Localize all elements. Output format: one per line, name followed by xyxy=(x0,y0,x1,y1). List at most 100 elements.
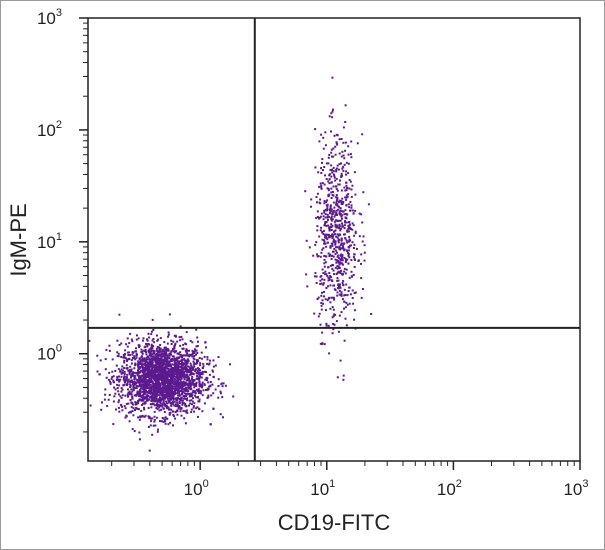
data-point xyxy=(224,384,227,387)
data-point xyxy=(157,373,159,376)
data-point xyxy=(96,354,99,357)
data-point xyxy=(177,379,180,382)
data-point xyxy=(163,371,166,374)
data-point xyxy=(151,392,154,395)
data-point xyxy=(139,387,142,390)
data-point xyxy=(185,369,188,372)
data-point xyxy=(335,196,338,199)
data-point xyxy=(137,416,140,419)
data-point xyxy=(118,380,121,383)
data-point xyxy=(111,376,114,378)
data-point xyxy=(201,381,204,384)
data-point xyxy=(171,401,174,403)
data-point xyxy=(360,213,363,216)
data-point xyxy=(170,408,173,411)
data-point xyxy=(141,352,144,355)
data-point xyxy=(316,216,319,218)
data-point xyxy=(336,196,339,199)
data-point xyxy=(205,389,208,391)
data-point xyxy=(353,292,356,295)
data-point xyxy=(354,193,357,196)
data-point xyxy=(344,221,347,224)
data-point xyxy=(196,360,198,363)
data-point xyxy=(141,385,143,388)
data-point xyxy=(150,355,153,358)
data-point xyxy=(313,312,316,315)
data-point xyxy=(180,414,183,417)
data-point xyxy=(330,215,333,218)
data-point xyxy=(329,211,332,214)
data-point xyxy=(167,335,169,338)
data-point xyxy=(321,231,324,234)
x-axis-title: CD19-FITC xyxy=(278,510,391,535)
data-point xyxy=(323,343,326,346)
data-point xyxy=(157,356,160,359)
data-point xyxy=(340,155,343,158)
data-point xyxy=(169,386,172,389)
data-point xyxy=(196,406,199,409)
data-point xyxy=(154,424,157,427)
data-point xyxy=(190,365,193,368)
data-point xyxy=(112,400,115,403)
data-point xyxy=(129,384,132,387)
data-point xyxy=(174,375,177,378)
data-point xyxy=(142,402,145,405)
data-point xyxy=(141,360,144,363)
data-point xyxy=(350,270,353,273)
data-point xyxy=(165,349,167,352)
data-point xyxy=(168,383,171,386)
data-point xyxy=(344,261,347,263)
data-point xyxy=(163,391,166,394)
data-point xyxy=(154,361,157,364)
data-point xyxy=(343,294,346,297)
data-point xyxy=(127,378,130,381)
data-point xyxy=(143,357,146,360)
data-point xyxy=(347,203,350,206)
data-point xyxy=(353,253,356,256)
data-point xyxy=(180,376,182,379)
data-point xyxy=(185,411,188,414)
data-point xyxy=(172,348,174,350)
data-point xyxy=(352,247,355,249)
data-point xyxy=(347,153,350,156)
data-point xyxy=(174,357,177,360)
data-point xyxy=(137,368,140,370)
data-point xyxy=(138,393,141,396)
data-point xyxy=(151,402,154,405)
data-point xyxy=(158,353,161,356)
data-point xyxy=(332,240,335,243)
data-point xyxy=(157,398,160,401)
data-point xyxy=(170,393,173,396)
data-point xyxy=(152,338,155,340)
data-point xyxy=(166,354,169,357)
data-point xyxy=(340,259,343,262)
data-point xyxy=(155,376,158,379)
data-point xyxy=(161,362,164,364)
data-point xyxy=(189,393,192,396)
data-point xyxy=(316,229,319,232)
data-point xyxy=(328,173,331,176)
data-point xyxy=(350,206,353,209)
data-point xyxy=(190,411,193,414)
data-point xyxy=(132,414,135,417)
data-point xyxy=(332,108,334,111)
data-point xyxy=(174,403,177,406)
data-point xyxy=(184,388,187,391)
data-point xyxy=(128,390,131,393)
data-point xyxy=(320,226,323,229)
data-point xyxy=(179,351,182,354)
data-point xyxy=(143,379,145,382)
data-point xyxy=(342,165,345,168)
data-point xyxy=(318,312,321,315)
data-point xyxy=(159,337,162,340)
data-point xyxy=(337,240,340,243)
data-point xyxy=(338,285,341,288)
data-point xyxy=(353,266,356,268)
data-point xyxy=(161,404,164,407)
data-point xyxy=(139,416,142,419)
data-point xyxy=(336,224,339,227)
data-point xyxy=(199,369,201,372)
data-point xyxy=(132,403,135,406)
data-point xyxy=(330,191,333,194)
data-point xyxy=(137,408,140,411)
